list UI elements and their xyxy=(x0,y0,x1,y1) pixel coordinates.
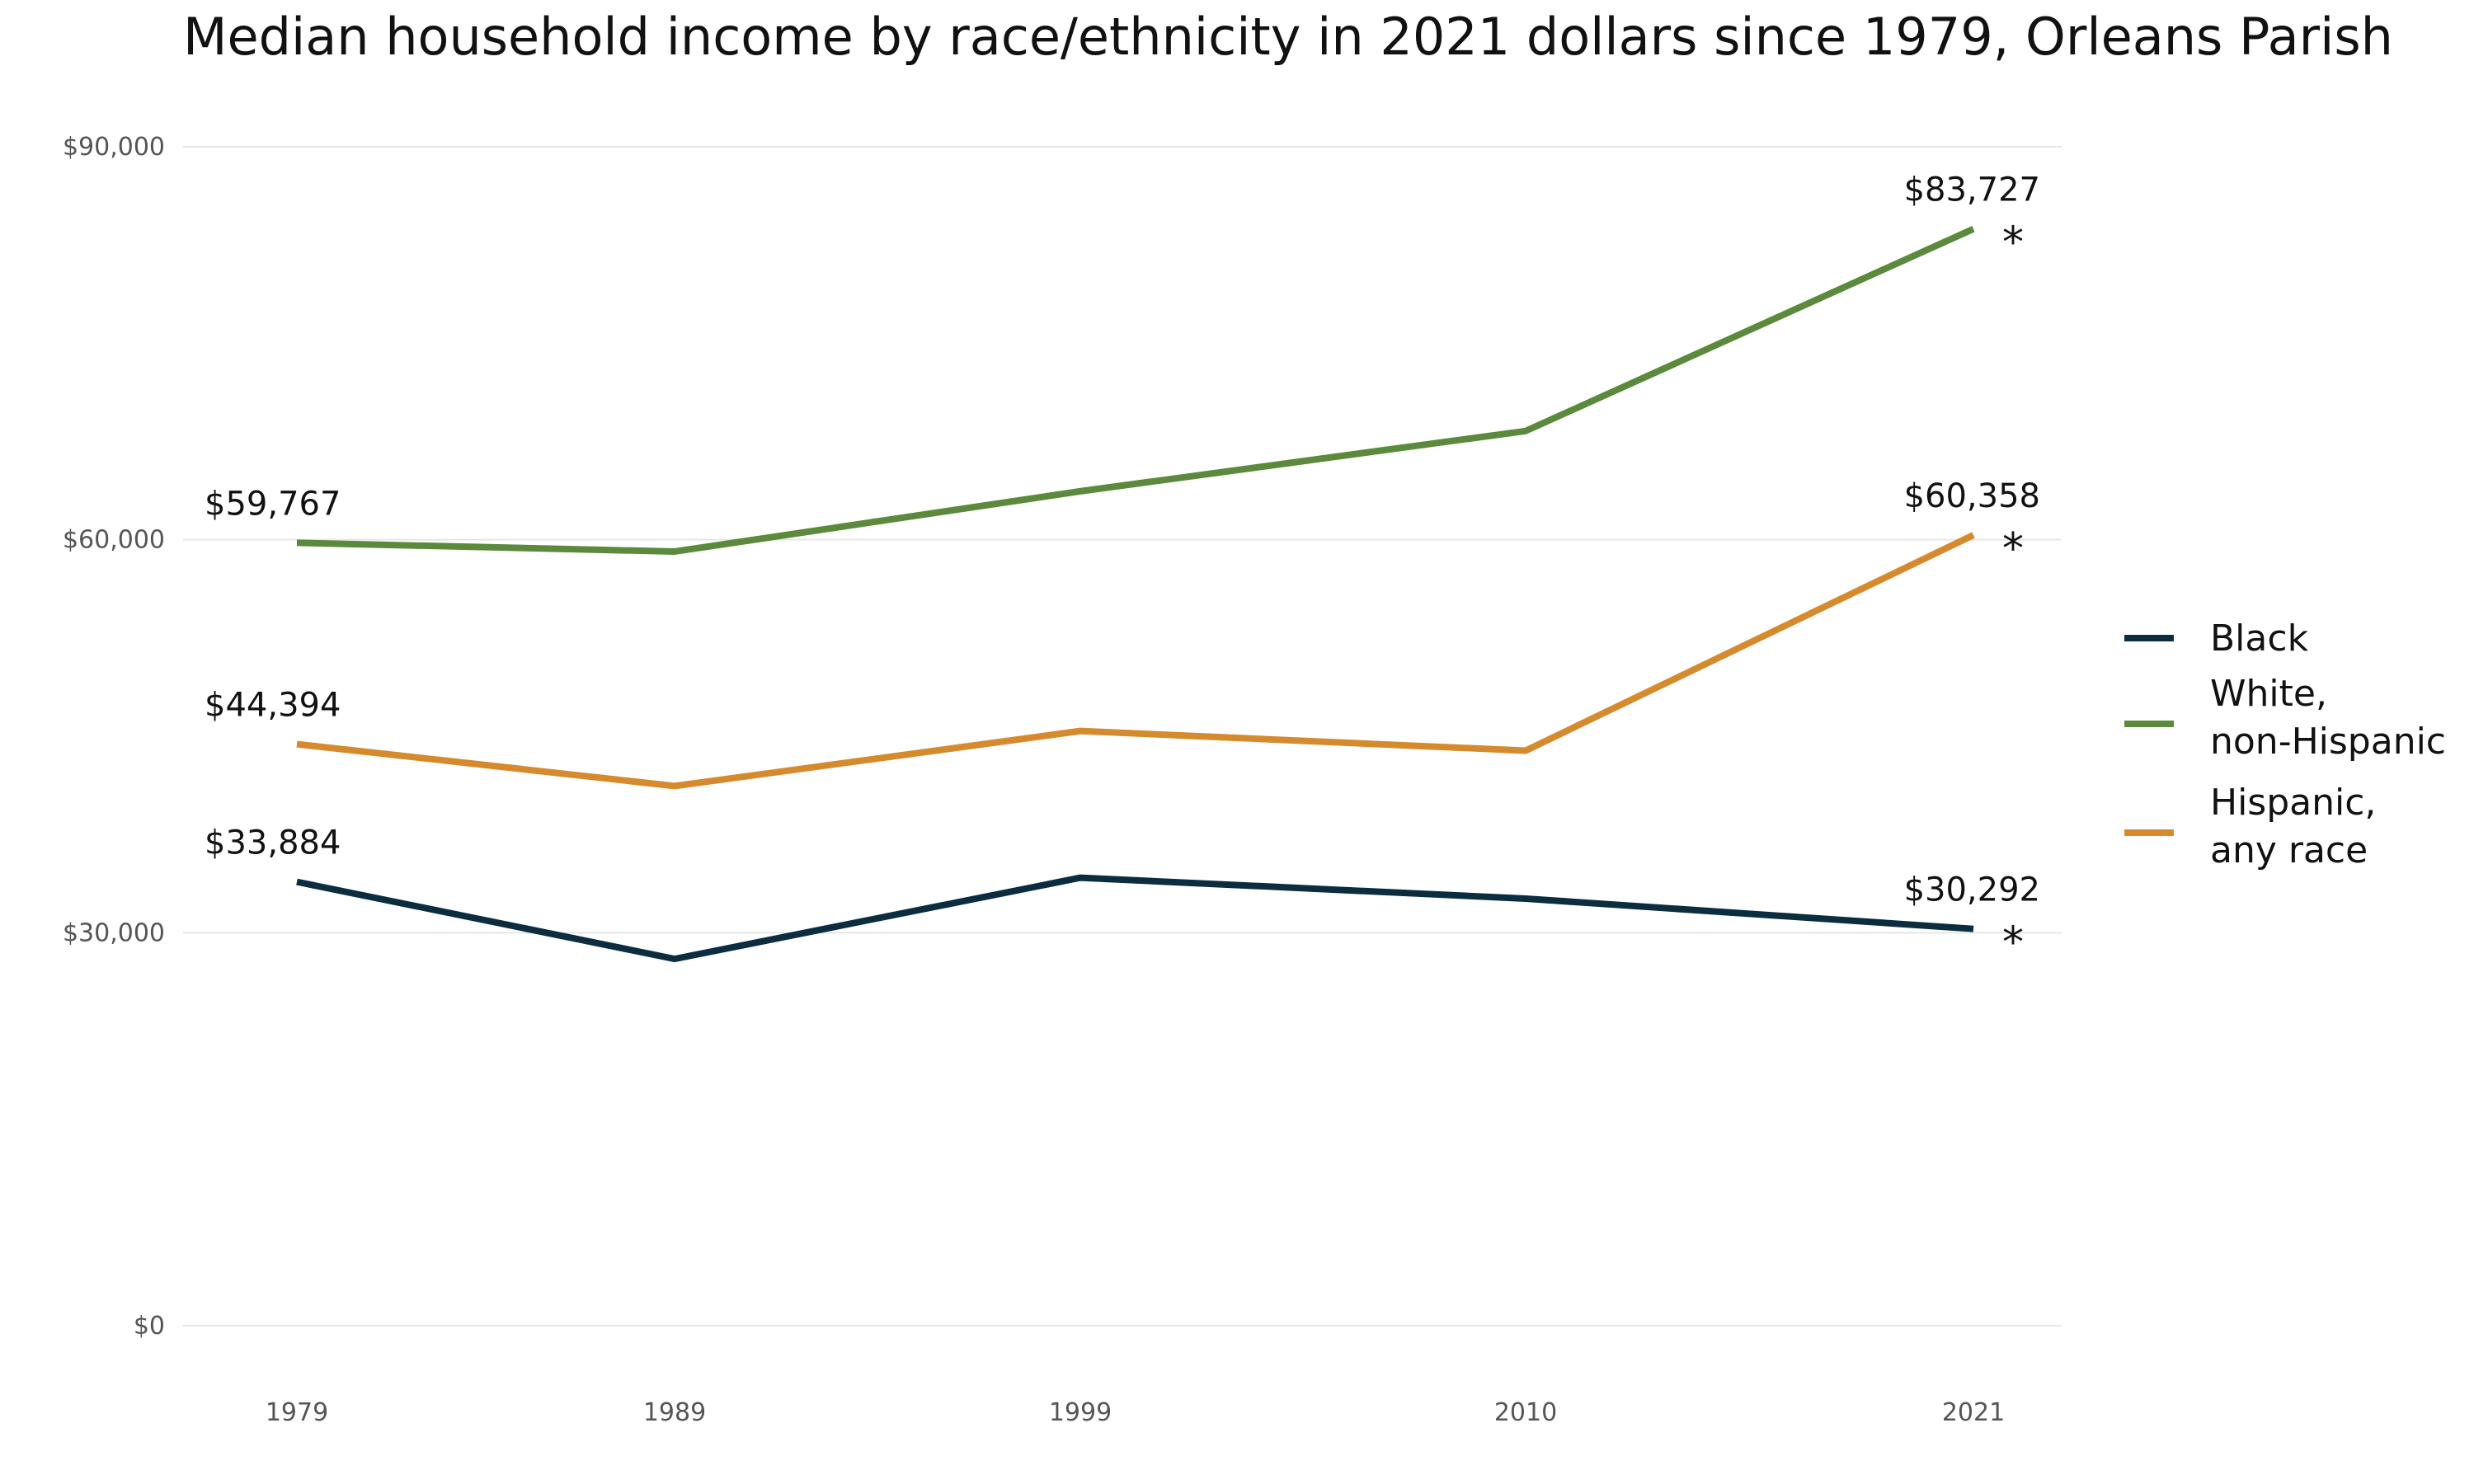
gridlines xyxy=(183,146,2062,1327)
y-tick-label: $30,000 xyxy=(63,918,165,947)
chart-title: Median household income by race/ethnicit… xyxy=(183,7,2393,67)
data-labels: $33,884 $30,292 * $59,767 $83,727 * $44,394 $60… xyxy=(205,171,2040,968)
legend-label: any race xyxy=(2210,829,2368,871)
start-value-label: $44,394 xyxy=(205,687,341,725)
x-axis-ticks: 1979 1989 1999 2010 2021 xyxy=(266,1398,2005,1427)
end-value-label: $83,727 xyxy=(1904,171,2040,209)
x-tick-label: 1989 xyxy=(643,1398,706,1427)
series-line-white-non-hispanic xyxy=(296,226,1975,555)
x-tick-label: 1999 xyxy=(1049,1398,1112,1427)
legend-label: Black xyxy=(2210,618,2309,660)
start-value-label: $33,884 xyxy=(205,824,341,862)
y-tick-label: $60,000 xyxy=(63,526,165,555)
end-value-label: $60,358 xyxy=(1904,477,2040,515)
legend-label: non-Hispanic xyxy=(2210,721,2446,763)
legend-label: Hispanic, xyxy=(2210,782,2376,824)
x-tick-label: 2021 xyxy=(1942,1398,2005,1427)
x-tick-label: 1979 xyxy=(266,1398,328,1427)
end-asterisk-marker: * xyxy=(2002,524,2024,574)
start-value-label: $59,767 xyxy=(205,485,341,523)
y-tick-label: $90,000 xyxy=(63,133,165,162)
end-value-label: $30,292 xyxy=(1904,871,2040,909)
end-asterisk-marker: * xyxy=(2002,918,2024,968)
series-line-black xyxy=(296,874,1974,963)
legend: Black White, non-Hispanic Hispanic, any race xyxy=(2124,618,2446,871)
end-asterisk-marker: * xyxy=(2002,218,2024,268)
y-tick-label: $0 xyxy=(134,1312,165,1341)
series-lines xyxy=(296,226,1975,963)
legend-label: White, xyxy=(2210,673,2327,715)
series-line-hispanic-any-race xyxy=(296,532,1975,790)
y-axis-ticks: $0 $30,000 $60,000 $90,000 xyxy=(63,133,165,1341)
x-tick-label: 2010 xyxy=(1494,1398,1557,1427)
